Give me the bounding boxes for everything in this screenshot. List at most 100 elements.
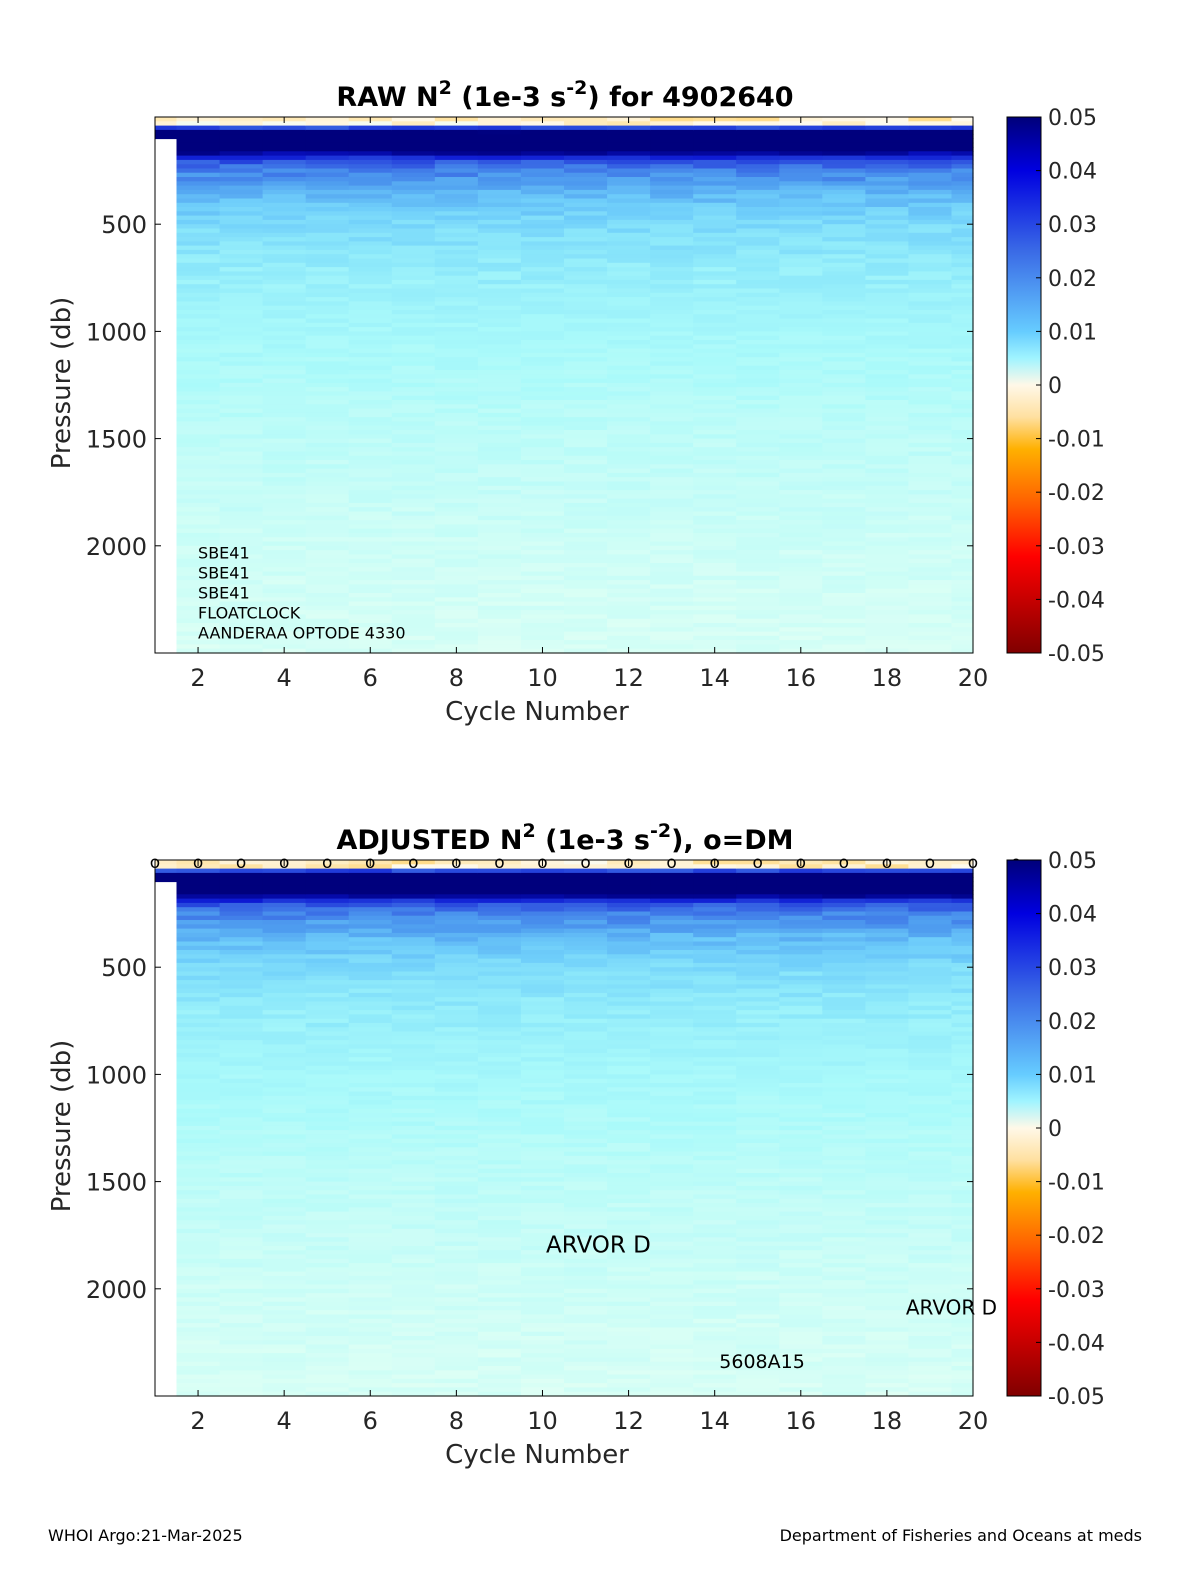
heatmap-cell: [305, 335, 350, 341]
heatmap-cell: [219, 258, 264, 264]
heatmap-cell: [865, 155, 910, 161]
heatmap-cell: [779, 1284, 823, 1290]
heatmap-cell: [693, 575, 737, 581]
heatmap-cell: [391, 1331, 436, 1337]
heatmap-cell: [607, 1284, 651, 1290]
heatmap-cell: [564, 550, 608, 555]
heatmap-cell: [564, 1053, 608, 1058]
heatmap-cell: [779, 172, 823, 178]
heatmap-cell: [650, 885, 694, 891]
heatmap-cell: [951, 890, 974, 895]
heatmap-cell: [908, 1031, 953, 1037]
heatmap-cell: [564, 460, 608, 465]
heatmap-cell: [650, 361, 694, 367]
heatmap-cell: [607, 228, 651, 234]
heatmap-cell: [779, 404, 823, 410]
heatmap-cell: [693, 1211, 737, 1217]
heatmap-cell: [219, 1383, 264, 1388]
heatmap-cell: [520, 258, 565, 264]
heatmap-cell: [520, 890, 565, 895]
heatmap-cell: [434, 1366, 479, 1371]
heatmap-cell: [650, 494, 694, 500]
heatmap-cell: [865, 490, 910, 495]
heatmap-cell: [564, 305, 608, 311]
heatmap-cell: [219, 868, 264, 874]
heatmap-cell: [520, 902, 565, 908]
heatmap-cell: [348, 335, 393, 341]
heatmap-cell: [348, 189, 393, 195]
heatmap-cell: [348, 288, 393, 294]
heatmap-cell: [693, 567, 737, 573]
heatmap-cell: [650, 155, 694, 161]
heatmap-cell: [607, 1258, 651, 1264]
heatmap-cell: [176, 1151, 221, 1157]
heatmap-cell: [564, 1318, 608, 1324]
colorbar-tick-label: 0: [1048, 1117, 1062, 1142]
heatmap-cell: [951, 554, 974, 560]
heatmap-cell: [736, 340, 780, 345]
heatmap-cell: [477, 464, 522, 470]
heatmap-cell: [176, 1181, 221, 1187]
heatmap-cell: [391, 890, 436, 895]
heatmap-cell: [348, 1340, 393, 1346]
heatmap-cell: [477, 1057, 522, 1063]
heatmap-cell: [822, 129, 866, 135]
heatmap-cell: [176, 868, 221, 874]
heatmap-cell: [219, 241, 264, 247]
heatmap-cell: [693, 271, 737, 277]
heatmap-cell: [262, 984, 307, 990]
heatmap-cell: [951, 297, 974, 302]
heatmap-cell: [477, 400, 522, 405]
heatmap-cell: [434, 1203, 479, 1208]
heatmap-cell: [262, 894, 307, 900]
heatmap-cell: [779, 958, 823, 964]
heatmap-cell: [434, 1207, 479, 1213]
heatmap-cell: [736, 1374, 780, 1380]
heatmap-cell: [779, 288, 823, 294]
heatmap-cell: [908, 254, 953, 260]
heatmap-cell: [908, 1318, 953, 1324]
heatmap-cell: [219, 481, 264, 487]
heatmap-cell: [908, 1353, 953, 1358]
heatmap-cell: [262, 1288, 307, 1294]
heatmap-cell: [520, 958, 565, 964]
heatmap-cell: [520, 417, 565, 423]
heatmap-cell: [822, 194, 866, 200]
heatmap-cell: [951, 198, 974, 204]
heatmap-cell: [262, 249, 307, 255]
heatmap-cell: [650, 490, 694, 495]
heatmap-cell: [564, 1263, 608, 1268]
heatmap-cell: [348, 1070, 393, 1075]
heatmap-cell: [779, 902, 823, 908]
heatmap-cell: [865, 121, 910, 127]
heatmap-cell: [391, 984, 436, 990]
heatmap-cell: [219, 352, 264, 358]
heatmap-cell: [434, 177, 479, 182]
heatmap-cell: [434, 1134, 479, 1140]
heatmap-cell: [564, 920, 608, 925]
heatmap-cell: [564, 1040, 608, 1045]
heatmap-cell: [520, 954, 565, 960]
heatmap-cell: [262, 605, 307, 611]
heatmap-cell: [951, 468, 974, 474]
heatmap-cell: [564, 877, 608, 883]
heatmap-cell: [219, 1014, 264, 1020]
heatmap-cell: [262, 1293, 307, 1298]
heatmap-cell: [520, 1301, 565, 1307]
heatmap-cell: [262, 245, 307, 251]
heatmap-cell: [219, 442, 264, 448]
heatmap-cell: [693, 1190, 737, 1196]
heatmap-cell: [348, 1207, 393, 1213]
heatmap-cell: [477, 267, 522, 272]
heatmap-cell: [477, 472, 522, 478]
heatmap-cell: [219, 920, 264, 925]
heatmap-cell: [779, 434, 823, 440]
heatmap-cell: [520, 1113, 565, 1118]
heatmap-cell: [348, 1374, 393, 1380]
heatmap-cell: [434, 1353, 479, 1358]
heatmap-cell: [951, 962, 974, 968]
heatmap-cell: [477, 932, 522, 938]
heatmap-cell: [908, 988, 953, 994]
heatmap-cell: [822, 121, 866, 127]
heatmap-cell: [305, 1383, 350, 1388]
